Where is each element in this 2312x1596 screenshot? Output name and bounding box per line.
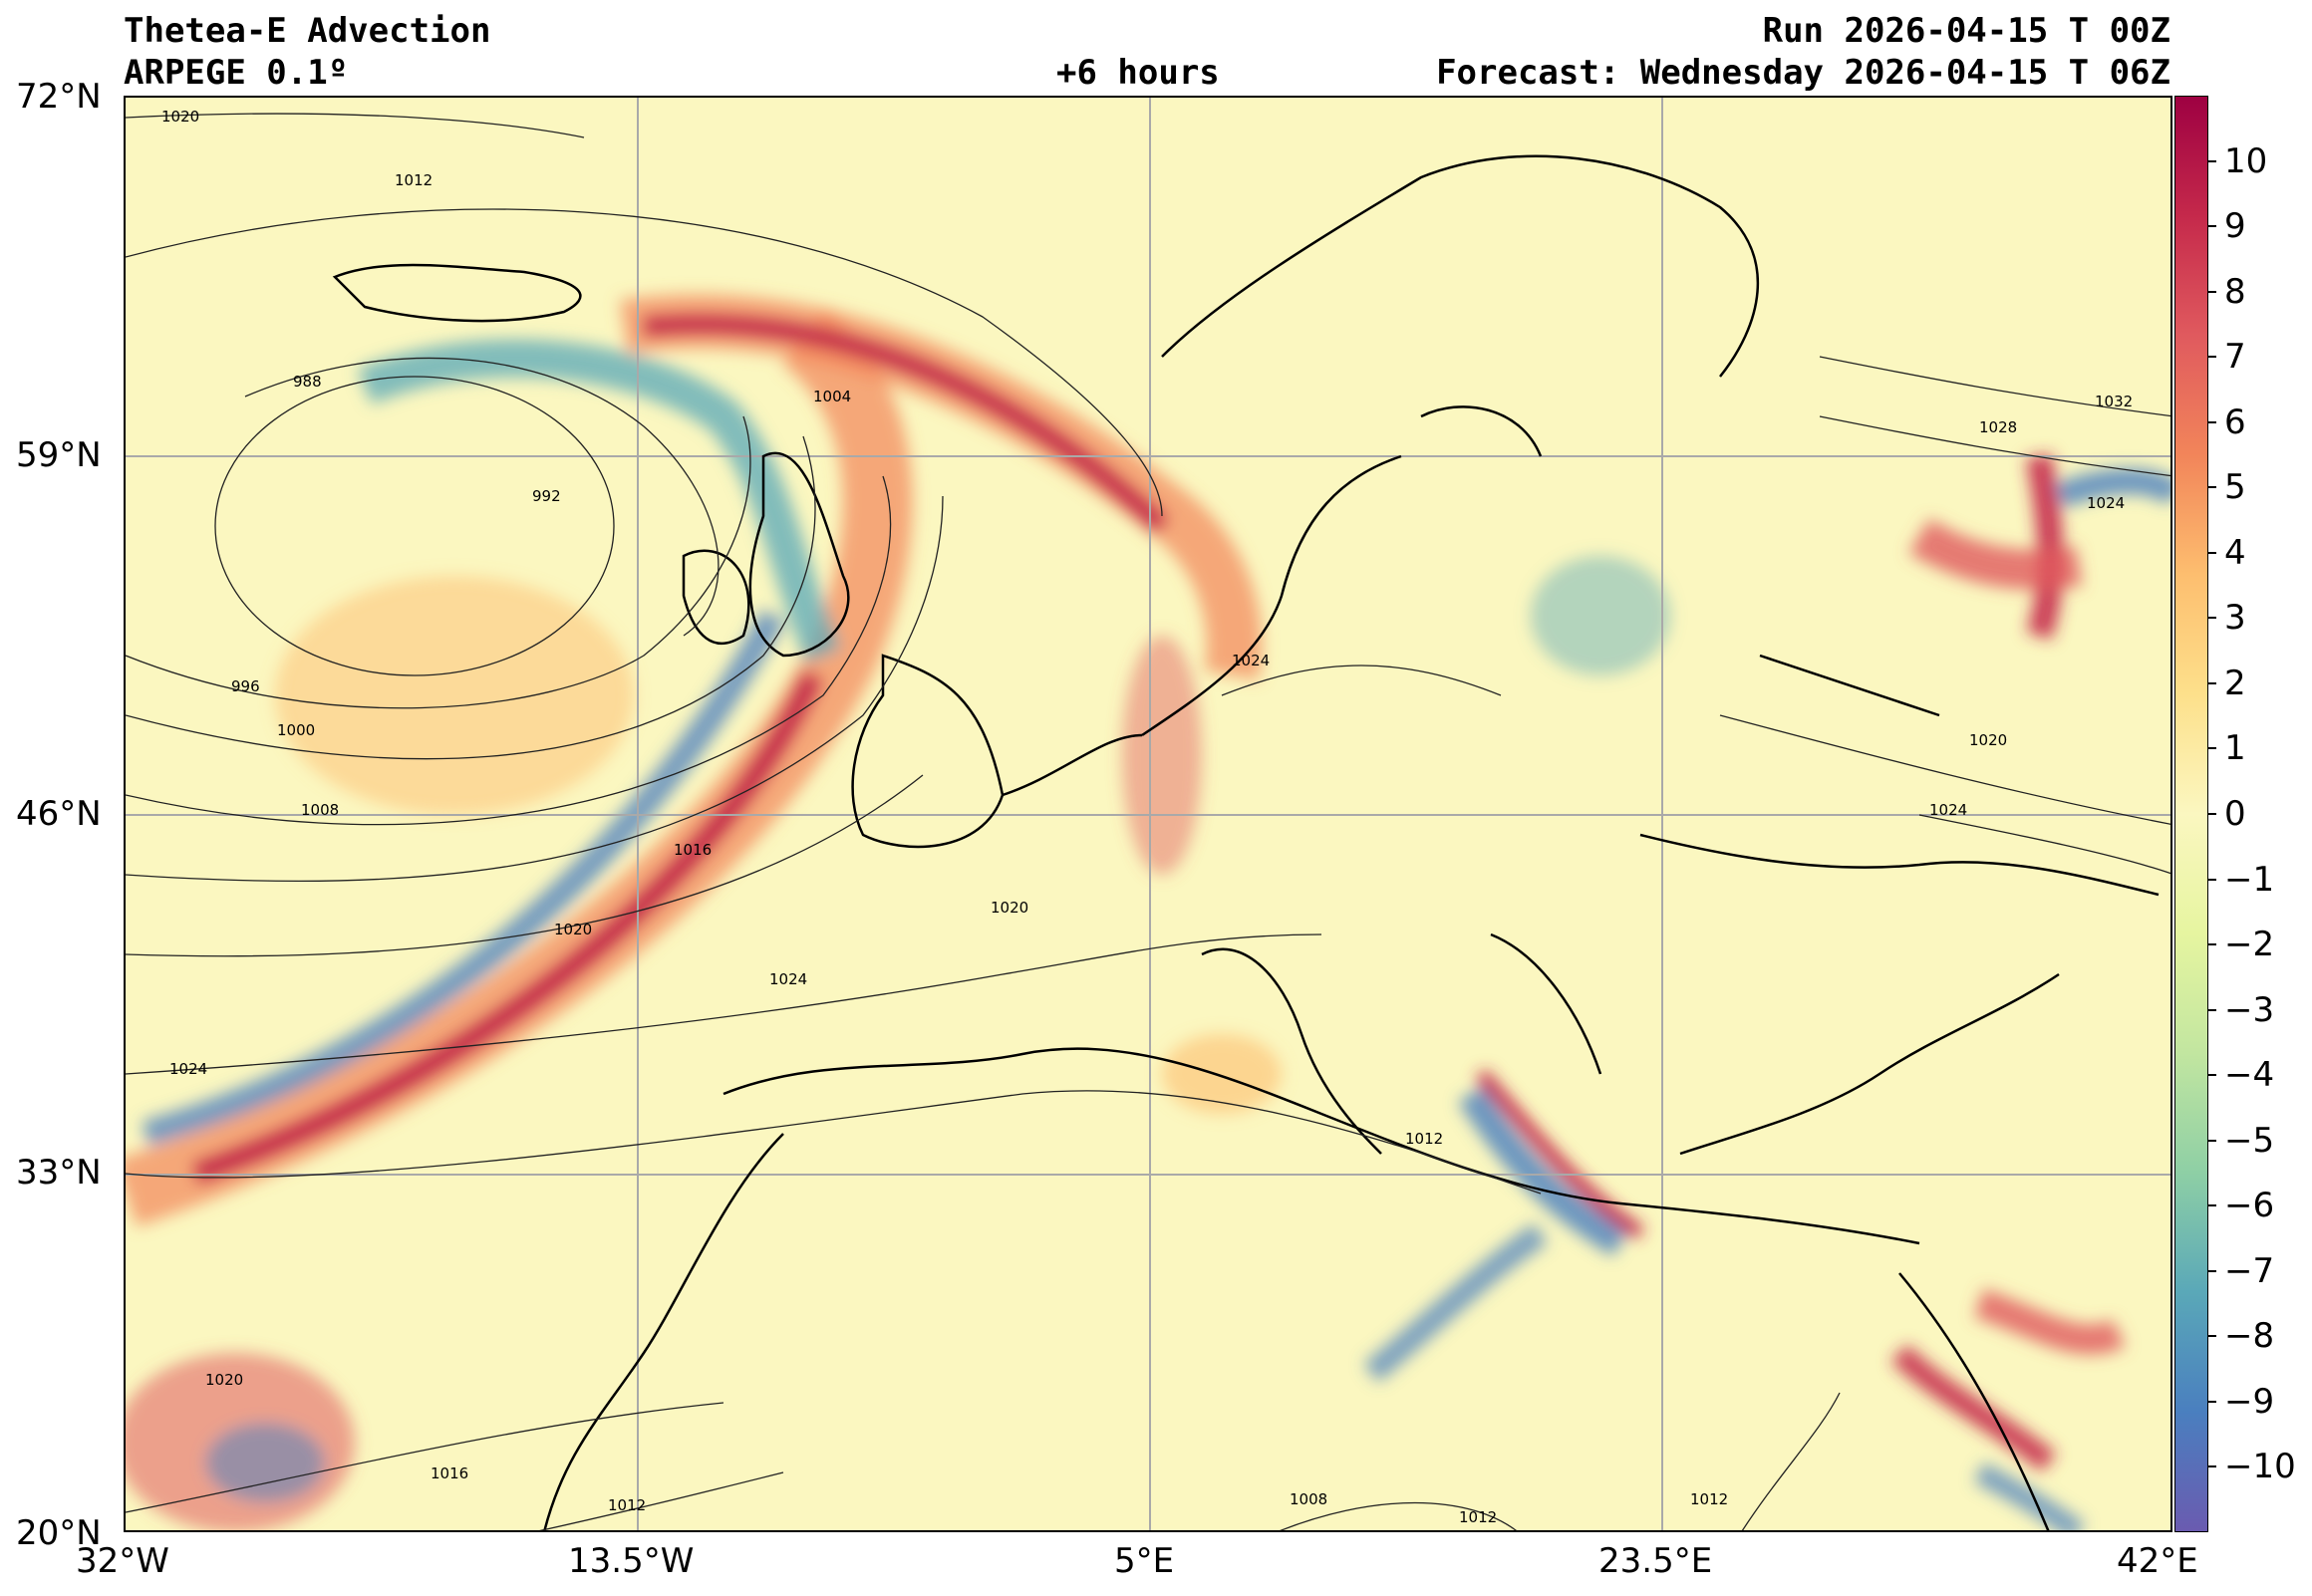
isobar-label: 1016: [674, 841, 712, 859]
colorbar-tick: [2208, 290, 2216, 293]
isobar-label: 1024: [169, 1060, 207, 1078]
lat-label-59n: 59°N: [16, 435, 102, 475]
colorbar-label: −3: [2224, 989, 2275, 1030]
colorbar-label: 7: [2224, 337, 2246, 378]
advection-shading: [126, 294, 2170, 1530]
isobar-label: 1028: [1979, 418, 2017, 436]
isobar-label: 1012: [1690, 1490, 1728, 1508]
colorbar-label: 5: [2224, 467, 2246, 508]
isobar-label: 1020: [991, 899, 1028, 917]
colorbar-tick: [2208, 1204, 2216, 1207]
colorbar-label: 1: [2224, 728, 2246, 769]
colorbar-tick: [2208, 878, 2216, 881]
map-panel: 1020 1012 988 1004 992 996 1000 1008 101…: [124, 96, 2172, 1532]
isobar-label: 1032: [2095, 393, 2133, 410]
colorbar-tick: [2208, 943, 2216, 946]
model-subtitle: ARPEGE 0.1º: [124, 53, 349, 93]
isobar-label: 1012: [395, 171, 433, 189]
isobar-label: 1012: [1459, 1508, 1497, 1526]
colorbar-label: −2: [2224, 925, 2275, 965]
colorbar-tick: [2208, 159, 2216, 162]
colorbar-tick: [2208, 486, 2216, 489]
isobar-label: 1012: [1405, 1130, 1443, 1148]
lon-label-13-5w: 13.5°W: [568, 1541, 695, 1581]
colorbar-label: 9: [2224, 206, 2246, 247]
isobar-label: 1020: [1969, 731, 2007, 749]
lat-label-46n: 46°N: [16, 794, 102, 834]
colorbar-label: −4: [2224, 1055, 2275, 1096]
isobar-label: 1020: [205, 1371, 243, 1389]
isobar-label: 1008: [301, 801, 339, 819]
colorbar-tick: [2208, 1269, 2216, 1272]
colorbar-tick: [2208, 1400, 2216, 1403]
colorbar-tick: [2208, 356, 2216, 359]
lon-label-23-5e: 23.5°E: [1598, 1541, 1713, 1581]
colorbar-tick: [2208, 1465, 2216, 1468]
colorbar-tick: [2208, 1335, 2216, 1338]
lon-label-42e: 42°E: [2117, 1541, 2198, 1581]
isobar-label: 996: [231, 677, 260, 695]
run-time-label: Run 2026-04-15 T 00Z: [1762, 11, 2170, 51]
isobar-label: 1000: [277, 721, 315, 739]
isobar-label: 1024: [2087, 494, 2125, 512]
lat-label-20n: 20°N: [16, 1513, 102, 1553]
colorbar-tick: [2208, 813, 2216, 815]
colorbar-label: −1: [2224, 859, 2275, 900]
lat-label-72n: 72°N: [16, 77, 102, 117]
colorbar-label: −7: [2224, 1250, 2275, 1291]
valid-time-label: Forecast: Wednesday 2026-04-15 T 06Z: [1436, 53, 2170, 93]
map-title: Thetea-E Advection: [124, 11, 491, 51]
colorbar-label: 6: [2224, 401, 2246, 442]
isobar-label: 1024: [769, 970, 807, 988]
isobar-label: 1020: [161, 108, 199, 126]
colorbar-tick: [2208, 1074, 2216, 1077]
colorbar-label: 10: [2224, 140, 2268, 181]
colorbar-label: 8: [2224, 271, 2246, 312]
lon-label-32w: 32°W: [76, 1541, 169, 1581]
colorbar-label: −9: [2224, 1381, 2275, 1422]
colorbar-tick: [2208, 681, 2216, 684]
colorbar-label: 0: [2224, 794, 2246, 834]
colorbar: [2174, 96, 2208, 1532]
colorbar-tick: [2208, 1139, 2216, 1142]
isobar-labels: 1020 1012 988 1004 992 996 1000 1008 101…: [161, 108, 2133, 1526]
graticule: [126, 98, 2170, 1530]
isobar-label: 1024: [1232, 652, 1270, 669]
colorbar-tick: [2208, 420, 2216, 423]
isobar-label: 988: [293, 373, 322, 391]
colorbar-label: −5: [2224, 1120, 2275, 1161]
colorbar-tick: [2208, 551, 2216, 554]
isobar-label: 1016: [431, 1464, 468, 1482]
colorbar-label: 3: [2224, 598, 2246, 639]
colorbar-label: 4: [2224, 532, 2246, 573]
isobar-lines: [126, 113, 2170, 1530]
isobar-label: 1020: [554, 921, 592, 938]
colorbar-tick: [2208, 747, 2216, 750]
colorbar-label: 2: [2224, 663, 2246, 703]
colorbar-tick: [2208, 617, 2216, 620]
isobar-label: 1024: [1929, 801, 1967, 819]
theta-e-advection-map: 1020 1012 988 1004 992 996 1000 1008 101…: [126, 98, 2170, 1530]
colorbar-label: −8: [2224, 1316, 2275, 1357]
isobar-label: 992: [532, 487, 561, 505]
isobar-label: 1008: [1290, 1490, 1327, 1508]
lat-label-33n: 33°N: [16, 1153, 102, 1193]
coastlines: [332, 154, 2160, 1530]
forecast-hour-label: +6 hours: [1056, 53, 1220, 93]
isobar-label: 1004: [813, 388, 851, 405]
isobar-label: 1012: [608, 1496, 646, 1514]
colorbar-label: −10: [2224, 1447, 2296, 1487]
lon-label-5e: 5°E: [1114, 1541, 1175, 1581]
colorbar-label: −6: [2224, 1186, 2275, 1226]
colorbar-tick: [2208, 1008, 2216, 1011]
colorbar-tick: [2208, 225, 2216, 228]
